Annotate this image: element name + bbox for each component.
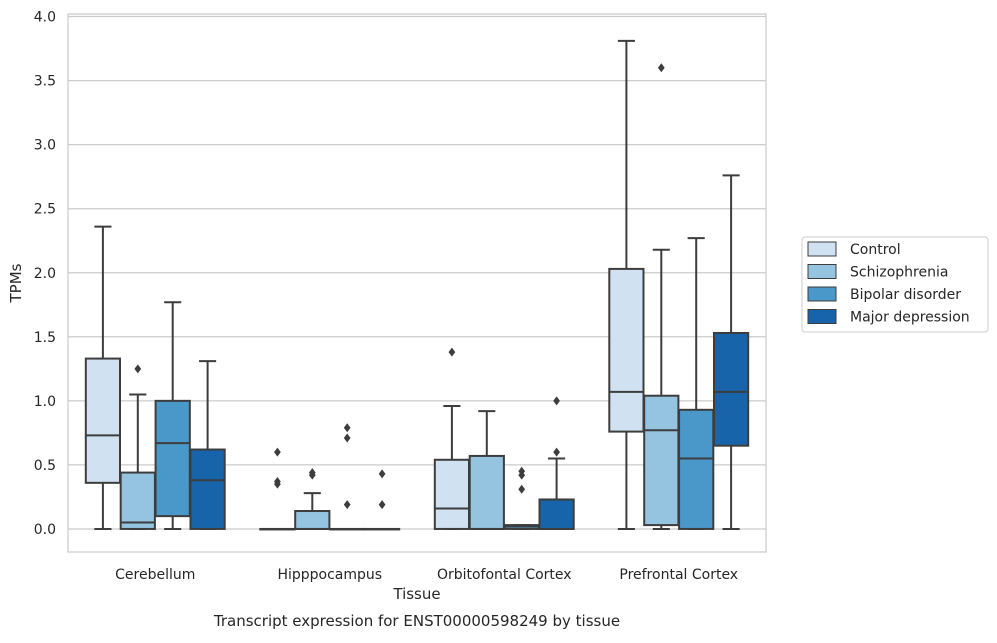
y-tick-label: 4.0: [34, 10, 56, 26]
y-tick-label: 3.5: [34, 74, 56, 90]
box-iqr: [154, 399, 191, 518]
y-tick-label: 1.5: [34, 330, 56, 346]
legend-swatch: [807, 264, 837, 279]
plot-area-frame: [67, 13, 767, 553]
box-iqr: [538, 498, 575, 530]
box-iqr: [84, 357, 122, 484]
legend-label: Schizophrenia: [850, 265, 948, 281]
outlier-marker: [657, 63, 665, 73]
outlier-marker: [553, 396, 560, 406]
legend-frame: [801, 236, 989, 333]
outlier-marker: [308, 470, 316, 480]
box-iqr: [294, 510, 331, 530]
y-tick-label: 1.0: [34, 394, 56, 410]
box-elements: [84, 39, 750, 531]
y-tick-label: 2.0: [34, 266, 56, 282]
outlier-marker: [448, 347, 456, 357]
y-axis-ticks: 0.0 0.5 1.0 1.5 2.0 2.5 3.0 3.5 4.0: [34, 10, 56, 538]
box-schizophrenia: [643, 63, 680, 530]
box-major-depression: [189, 360, 226, 530]
box-iqr: [433, 458, 471, 530]
chart-caption: Transcript expression for ENST0000059824…: [213, 612, 620, 630]
box-control: [433, 347, 471, 530]
outlier-marker: [343, 423, 351, 433]
box-schizophrenia: [294, 468, 331, 530]
outlier-marker: [274, 479, 281, 489]
x-tick-label: Cerebellum: [115, 567, 195, 583]
box-control: [259, 447, 296, 531]
box-major-depression: [538, 396, 575, 530]
box-bipolar-disorder: [678, 237, 715, 530]
box-iqr: [119, 471, 156, 530]
x-tick-label: Hipppocampus: [277, 567, 382, 583]
y-tick-label: 0.5: [34, 458, 56, 474]
box-schizophrenia: [119, 364, 156, 530]
legend-label: Major depression: [850, 310, 970, 326]
x-tick-label: Prefrontal Cortex: [619, 567, 738, 583]
outlier-marker: [343, 433, 351, 443]
legend-swatch: [807, 309, 837, 324]
outlier-marker: [274, 447, 281, 457]
legend-label: Control: [850, 242, 901, 258]
outlier-marker: [343, 500, 351, 510]
outlier-marker: [134, 364, 142, 374]
box-major-depression: [712, 174, 750, 530]
outlier-marker: [378, 500, 386, 510]
x-axis-ticks: Cerebellum Hipppocampus Orbitofontal Corte…: [115, 567, 738, 583]
x-tick-label: Orbitofontal Cortex: [437, 567, 572, 583]
box-iqr: [643, 394, 680, 527]
legend-swatch: [807, 286, 837, 302]
y-tick-label: 2.5: [34, 202, 56, 218]
box-control: [84, 225, 122, 530]
outlier-marker: [378, 469, 386, 479]
box-bipolar-disorder: [154, 301, 191, 530]
outlier-marker: [518, 484, 526, 494]
box-major-depression: [363, 469, 401, 531]
legend-label: Bipolar disorder: [850, 287, 961, 303]
legend: Control Schizophrenia Bipolar disorder Majo…: [801, 236, 989, 333]
legend-swatch: [807, 241, 837, 257]
box-control: [608, 39, 645, 530]
box-schizophrenia: [468, 410, 505, 530]
box-iqr: [608, 267, 645, 433]
box-iqr: [189, 448, 226, 530]
box-bipolar-disorder: [503, 466, 540, 530]
y-tick-label: 0.0: [34, 522, 56, 538]
y-axis-label: TPMs: [7, 263, 25, 303]
box-iqr: [678, 408, 715, 530]
outlier-marker: [553, 447, 560, 457]
y-tick-label: 3.0: [34, 138, 56, 154]
box-iqr: [712, 331, 750, 447]
box-iqr: [468, 454, 505, 530]
x-axis-label: Tissue: [392, 585, 440, 603]
outlier-marker: [518, 470, 526, 480]
box-bipolar-disorder: [329, 423, 366, 531]
